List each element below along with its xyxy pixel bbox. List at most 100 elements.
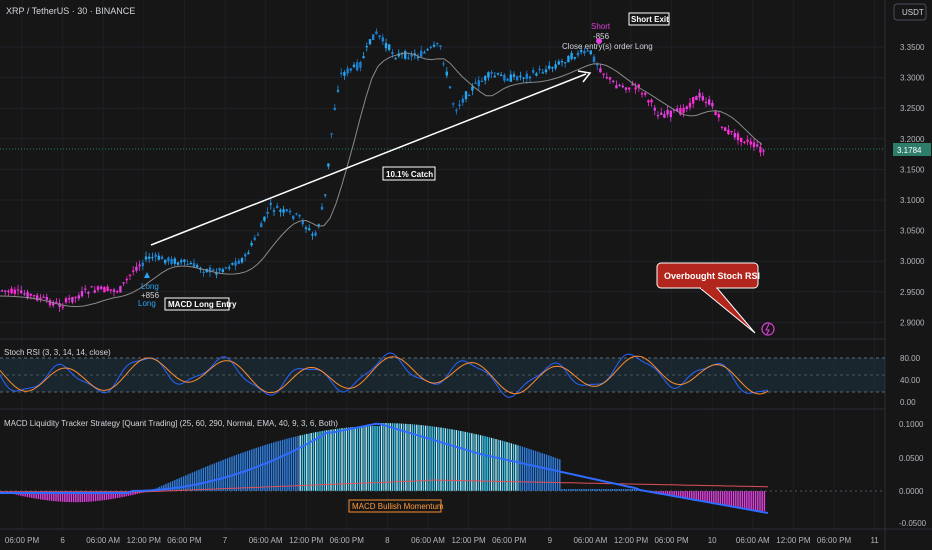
time-tick: 06:00 AM (249, 536, 283, 545)
time-tick: 12:00 PM (451, 536, 486, 545)
stoch-d-line (0, 355, 769, 395)
candle-body (192, 263, 196, 268)
currency-button[interactable] (893, 3, 927, 21)
macd-tick: 0.0000 (899, 487, 924, 496)
candle-body (173, 258, 176, 264)
short-exit-box[interactable] (628, 12, 670, 26)
candle-body (551, 67, 554, 69)
candle-body (682, 107, 685, 113)
candle-body (519, 75, 522, 77)
candle-body (122, 282, 125, 284)
candle-body (378, 35, 381, 38)
candle-body (61, 306, 64, 308)
overbought-callout-label: Overbought Stoch RSI (664, 271, 760, 281)
catch-label-box[interactable] (382, 166, 436, 181)
candle-body (727, 129, 730, 135)
candle-body (704, 101, 708, 104)
candle-body (724, 127, 727, 131)
candle-body (404, 51, 407, 59)
time-axis[interactable]: 06:00 PM 6 06:00 AM 12:00 PM 06:00 PM 7 06:00 … (5, 536, 879, 545)
candle-body (93, 290, 96, 293)
alert-bolt-icon[interactable] (761, 322, 775, 336)
candle-body (368, 39, 372, 45)
price-tick: 3.2500 (900, 104, 925, 113)
candle-body (164, 259, 167, 264)
close-entry-label: Close entry(s) order Long (562, 42, 653, 51)
stoch-tick: 40.00 (900, 376, 921, 385)
candle-body (87, 292, 90, 294)
trend-arrow-head (577, 70, 592, 83)
candle-body (16, 289, 20, 291)
candle-body (148, 256, 151, 259)
candle-body (637, 84, 640, 88)
time-tick: 06:00 PM (492, 536, 527, 545)
candle-body (23, 293, 26, 295)
candle-body (55, 301, 58, 303)
candle-body (388, 44, 391, 50)
macd-line (0, 422, 769, 514)
price-tick: 3.0000 (900, 257, 925, 266)
candle-body (340, 72, 343, 75)
candle-body (679, 108, 682, 115)
price-axis[interactable]: 3.3500 3.3000 3.2500 3.2000 3.1500 3.1000 3.05… (900, 43, 925, 327)
macd-momentum-box[interactable] (348, 499, 442, 513)
candle-body (359, 62, 362, 68)
price-tick: 3.1500 (900, 165, 925, 174)
candle-body (68, 298, 71, 300)
candle-body (500, 74, 503, 77)
candle-body (234, 261, 237, 266)
candle-body (77, 295, 80, 299)
candle-body (39, 297, 42, 300)
time-tick: 06:00 AM (736, 536, 770, 545)
candle-body (535, 73, 538, 76)
candle-body (525, 73, 528, 79)
candle-body (343, 72, 346, 76)
macd-long-entry-box[interactable] (164, 297, 230, 311)
time-tick: 8 (385, 536, 390, 545)
candle-body (733, 133, 736, 138)
time-tick: 06:00 PM (5, 536, 40, 545)
candle-body (391, 52, 394, 55)
candle-body (692, 97, 695, 104)
candle-body (586, 50, 589, 52)
candle-body (189, 262, 192, 265)
time-tick: 06:00 AM (411, 536, 445, 545)
candle-body (394, 58, 397, 60)
candle-body (208, 267, 212, 273)
short-profit-label: -856 (593, 32, 610, 41)
candle-body (362, 56, 365, 59)
candle-body (52, 302, 55, 306)
candle-body (471, 86, 474, 91)
candle-body (295, 213, 298, 215)
price-tick: 3.3000 (900, 74, 925, 83)
stoch-title[interactable]: Stoch RSI (3, 3, 14, 14, close) (4, 348, 111, 357)
candle-body (288, 210, 292, 213)
symbol-title[interactable]: XRP / TetherUS · 30 · BINANCE (6, 6, 135, 16)
time-tick: 06:00 AM (573, 536, 607, 545)
macd-title[interactable]: MACD Liquidity Tracker Strategy [Quant T… (4, 419, 338, 428)
candle-body (372, 34, 375, 40)
candle-body (548, 65, 551, 69)
candle-body (410, 53, 413, 57)
candle-body (349, 68, 352, 71)
candle-body (7, 290, 10, 293)
candle-body (509, 74, 512, 82)
candle-body (647, 100, 650, 103)
candle-body (74, 296, 77, 298)
candle-body (160, 256, 164, 260)
candle-body (381, 37, 384, 42)
candle-body (624, 87, 628, 90)
candle-body (228, 267, 231, 269)
candle-body (58, 303, 61, 307)
candle-body (669, 110, 672, 118)
price-tick: 3.2000 (900, 135, 925, 144)
candle-body (695, 96, 698, 101)
candle-body (106, 286, 109, 291)
trend-arrow-line[interactable] (150, 73, 587, 246)
candle-body (541, 72, 544, 74)
candle-body (442, 63, 445, 65)
candle-body (167, 257, 170, 262)
stoch-band (0, 358, 885, 392)
candle-body (272, 210, 276, 212)
